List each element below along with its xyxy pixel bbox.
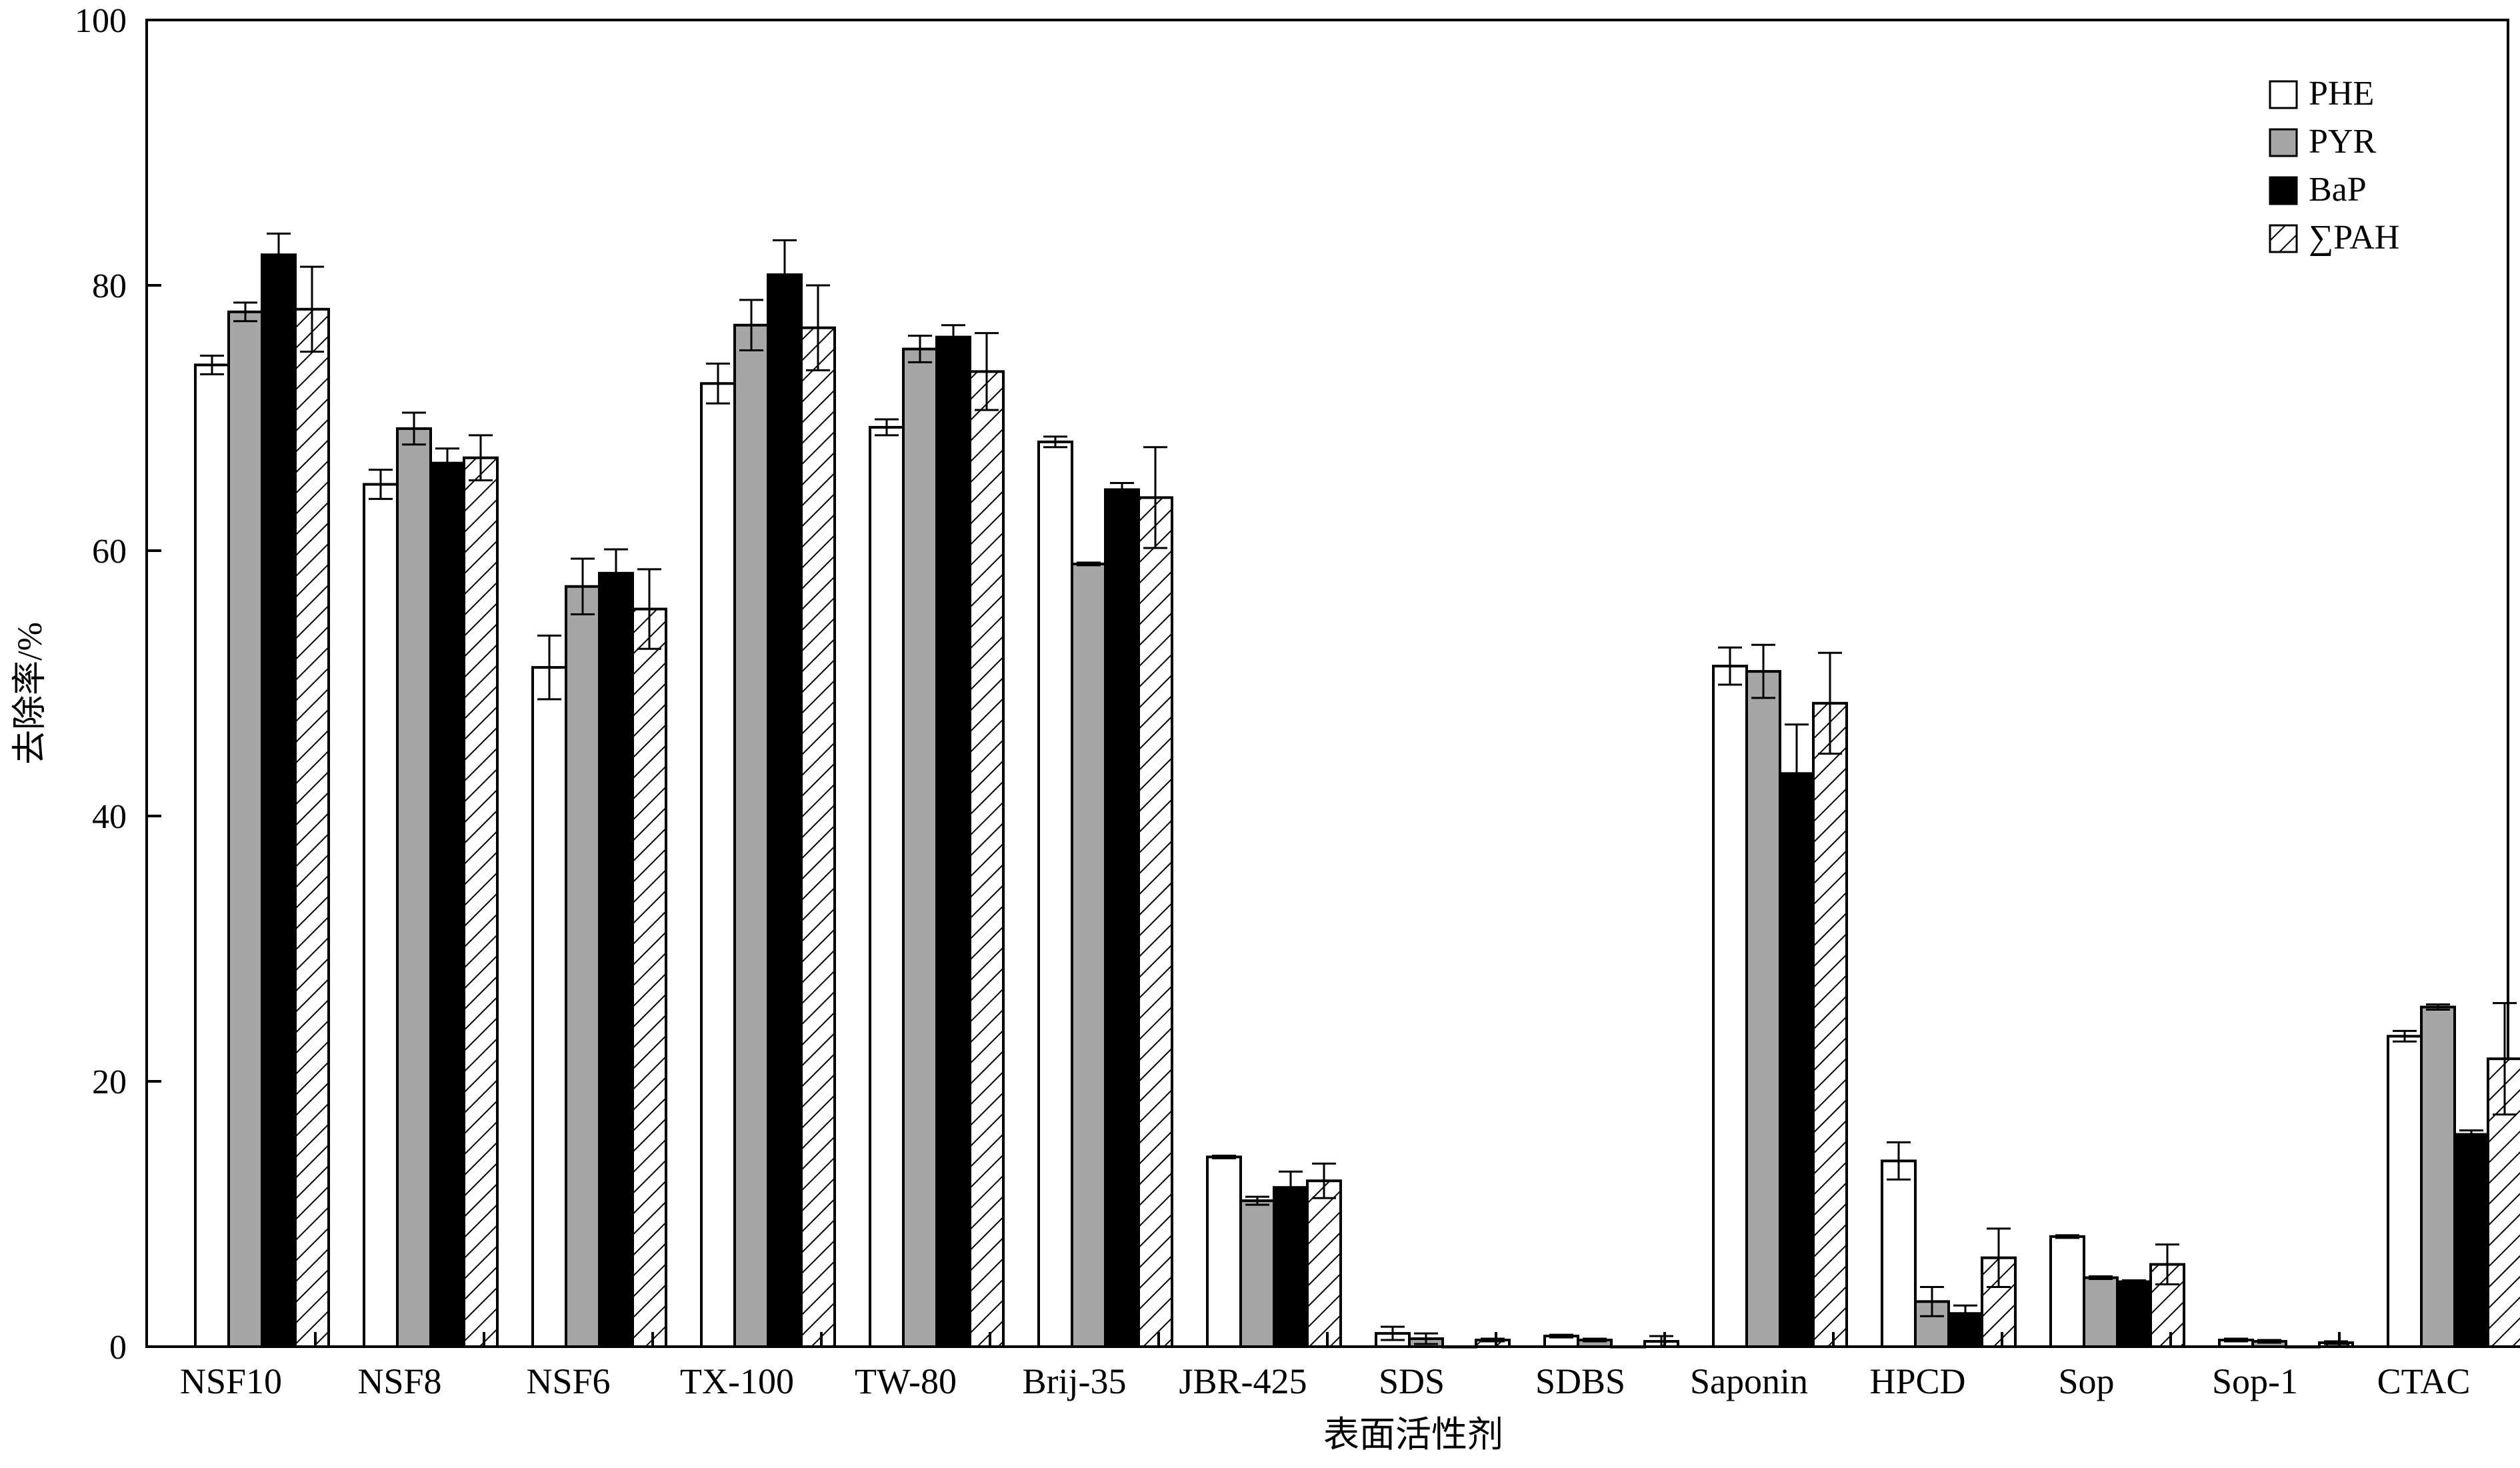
y-tick-label: 40: [92, 798, 127, 836]
x-axis-label: 表面活性剂: [1323, 1415, 1503, 1455]
x-tick-label: Saponin: [1690, 1361, 1808, 1401]
bar: [565, 585, 601, 1348]
legend-label: ∑PAH: [2309, 219, 2399, 257]
x-tick-label: NSF10: [180, 1361, 282, 1401]
x-tick-label: SDS: [1379, 1361, 1445, 1401]
y-tick-label: 60: [92, 533, 127, 571]
bar: [1881, 1159, 1917, 1349]
y-tick-label: 100: [75, 2, 127, 40]
bar: [935, 335, 971, 1348]
x-tick-label: CTAC: [2377, 1361, 2471, 1401]
x-tick-label: Sop-1: [2212, 1361, 2298, 1401]
bar: [227, 310, 263, 1348]
x-tick-label: TX-100: [680, 1361, 794, 1401]
bar: [2453, 1133, 2489, 1348]
bar: [1745, 670, 1781, 1348]
bar: [700, 382, 736, 1348]
bar: [2420, 1005, 2456, 1349]
y-tick-label: 20: [92, 1063, 127, 1101]
bar: [1137, 496, 1173, 1348]
x-tick-label: SDBS: [1535, 1361, 1625, 1401]
legend-swatch: [2269, 80, 2298, 109]
legend-label: BaP: [2309, 171, 2367, 209]
legend-swatch: [2269, 176, 2298, 205]
y-axis-label: 去除率/%: [11, 622, 49, 765]
x-tick-label: Sop: [2058, 1361, 2114, 1401]
bar: [1104, 488, 1140, 1349]
bar: [598, 571, 634, 1349]
bar: [1712, 665, 1748, 1348]
bar: [2083, 1276, 2119, 1349]
legend-label: PYR: [2309, 123, 2376, 161]
bar: [261, 253, 297, 1349]
x-tick-label: HPCD: [1869, 1361, 1965, 1401]
bar: [1206, 1155, 1242, 1349]
y-tick-label: 0: [109, 1329, 127, 1367]
x-tick-label: NSF6: [526, 1361, 610, 1401]
bar: [800, 326, 836, 1348]
bar: [531, 666, 567, 1348]
bar: [1037, 440, 1073, 1349]
bar: [1239, 1199, 1275, 1348]
bar: [194, 363, 230, 1348]
bar: [1273, 1186, 1309, 1348]
bar: [902, 347, 938, 1348]
bar: [2116, 1280, 2152, 1348]
bar: [463, 456, 499, 1349]
x-tick-label: Brij-35: [1023, 1361, 1127, 1401]
bar: [2387, 1035, 2423, 1348]
bar: [363, 483, 399, 1348]
bar: [869, 425, 905, 1348]
bar: [1779, 772, 1815, 1348]
bar: [1071, 562, 1107, 1348]
legend-swatch: [2269, 128, 2298, 157]
legend-swatch: [2269, 224, 2298, 253]
bar: [2049, 1235, 2085, 1348]
bar: [1812, 701, 1848, 1348]
bar: [294, 307, 330, 1349]
x-tick-label: TW-80: [855, 1361, 957, 1401]
bar: [396, 427, 432, 1348]
bar: [767, 273, 803, 1349]
bar: [631, 607, 667, 1348]
bar: [733, 323, 769, 1349]
legend: PHE PYR BaP ∑PAH: [2269, 75, 2399, 257]
bar: [1306, 1179, 1342, 1348]
plot-frame: [145, 19, 2509, 1348]
bar: [429, 461, 465, 1348]
bar: [969, 370, 1005, 1348]
legend-label: PHE: [2309, 75, 2374, 113]
y-tick-label: 80: [92, 267, 127, 305]
x-tick-label: NSF8: [357, 1361, 441, 1401]
x-tick-label: JBR-425: [1179, 1361, 1307, 1401]
